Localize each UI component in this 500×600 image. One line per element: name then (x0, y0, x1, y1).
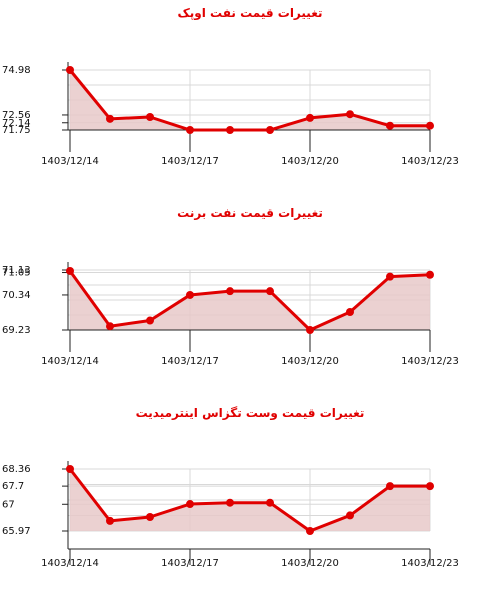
data-point (66, 266, 74, 275)
data-point (186, 126, 194, 134)
data-point (226, 498, 234, 507)
x-tick-label: 1403/12/14 (41, 156, 99, 167)
data-point (66, 66, 74, 74)
data-point (106, 322, 114, 331)
data-point (386, 121, 394, 130)
series-line (68, 270, 431, 332)
y-tick-label: 72.56 (2, 110, 31, 121)
data-point (426, 482, 434, 491)
data-point (186, 500, 194, 509)
y-tick-label: 69.23 (2, 325, 31, 336)
data-point (66, 465, 74, 473)
chart-title: تغییرات قیمت نفت اوپک (177, 6, 323, 20)
data-point (106, 516, 114, 525)
data-point (306, 113, 314, 122)
data-point (386, 482, 394, 491)
x-tick-label: 1403/12/20 (281, 356, 339, 367)
opec-oil-price-chart: تغییرات قیمت نفت اوپک 74.98 72.56 72.14 71.… (0, 0, 500, 200)
data-point (146, 512, 154, 521)
data-point (146, 112, 154, 121)
x-tick-label: 1403/12/17 (161, 156, 219, 167)
data-point (266, 126, 274, 134)
data-point (266, 498, 274, 507)
y-tick-label: 67.7 (2, 481, 24, 492)
data-point (306, 326, 314, 334)
y-tick-label: 71.75 (2, 125, 31, 136)
data-point (346, 110, 354, 119)
series-area (70, 70, 430, 130)
data-point (146, 316, 154, 325)
x-tick-label: 1403/12/17 (161, 558, 219, 569)
series-line (68, 468, 430, 533)
data-point (306, 527, 314, 535)
y-tick-label: 74.98 (2, 65, 31, 76)
brent-oil-price-chart: تغییرات قیمت نفت برنت 71.13 71.05 70.34 69.… (0, 200, 500, 400)
x-tick-label: 1403/12/14 (41, 356, 99, 367)
data-point (386, 272, 394, 281)
x-tick-label: 1403/12/23 (401, 356, 459, 367)
data-point (106, 114, 114, 123)
series-line (68, 69, 430, 132)
data-point (226, 287, 234, 296)
chart-plot: 68.36 67.7 67 65.97 1403/12/14 1403/12/17 1403… (2, 461, 459, 569)
data-point (426, 270, 434, 279)
chart-title: تغییرات قیمت وست تگزاس اینترمیدیت (135, 406, 365, 420)
series-area (70, 469, 430, 531)
y-tick-label: 67 (2, 499, 15, 510)
x-tick-label: 1403/12/23 (401, 558, 459, 569)
x-tick-label: 1403/12/17 (161, 356, 219, 367)
data-point (346, 511, 354, 520)
x-tick-label: 1403/12/14 (41, 558, 99, 569)
data-point (226, 126, 234, 134)
data-point (186, 290, 194, 299)
data-point (266, 287, 274, 296)
x-tick-label: 1403/12/20 (281, 558, 339, 569)
x-tick-label: 1403/12/23 (401, 156, 459, 167)
y-tick-label: 71.05 (2, 268, 31, 279)
y-tick-label: 70.34 (2, 290, 31, 301)
wti-oil-price-chart: تغییرات قیمت وست تگزاس اینترمیدیت 68.36 6… (0, 400, 500, 600)
y-tick-label: 72.14 (2, 118, 31, 129)
data-point (426, 121, 434, 130)
chart-title: تغییرات قیمت نفت برنت (177, 206, 323, 220)
y-tick-label: 71.13 (2, 265, 31, 276)
y-tick-label: 65.97 (2, 526, 31, 537)
data-point (346, 308, 354, 316)
y-tick-label: 68.36 (2, 464, 31, 475)
x-tick-label: 1403/12/20 (281, 156, 339, 167)
